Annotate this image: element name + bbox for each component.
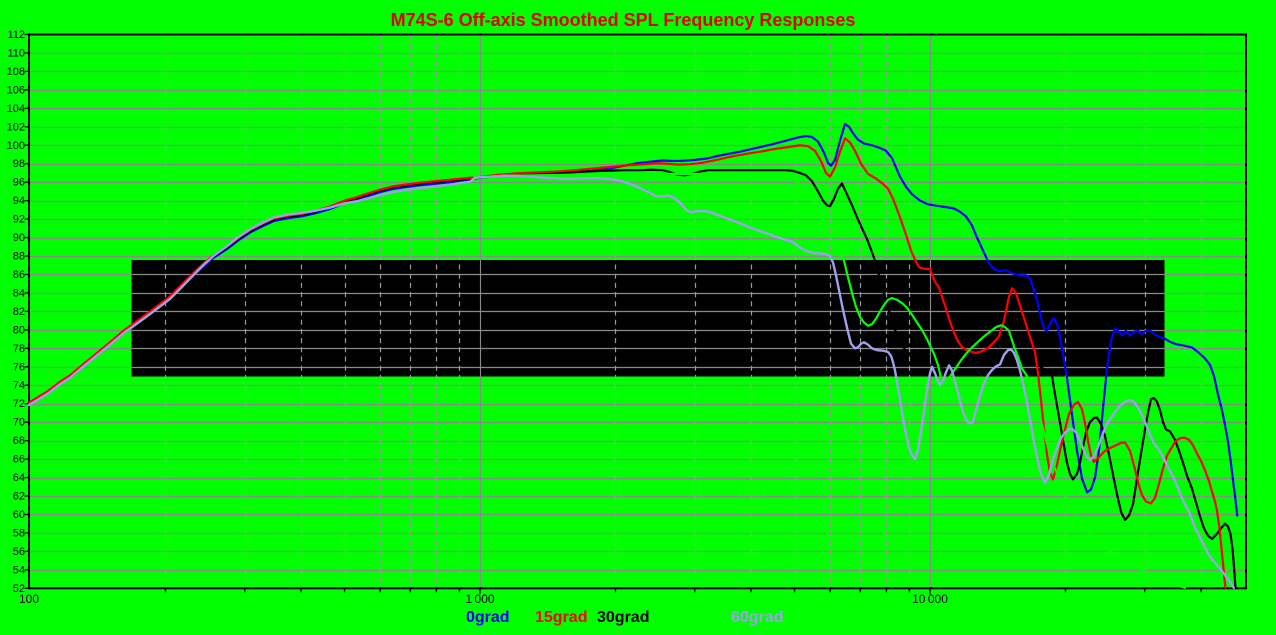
svg-text:30grad: 30grad [597,609,649,626]
svg-text:100: 100 [19,592,39,606]
svg-text:10 000: 10 000 [912,592,948,606]
svg-text:58: 58 [13,527,25,539]
svg-text:88: 88 [13,251,25,263]
svg-text:74: 74 [13,380,25,392]
svg-text:80: 80 [13,324,25,336]
svg-text:70: 70 [13,417,25,429]
svg-text:110: 110 [7,48,25,60]
svg-text:78: 78 [13,343,25,355]
svg-text:56: 56 [13,546,25,558]
svg-text:106: 106 [7,84,25,96]
svg-text:86: 86 [13,269,25,281]
svg-text:98: 98 [13,158,25,170]
svg-text:M74S-6 Off-axis Smoothed SPL F: M74S-6 Off-axis Smoothed SPL Frequency R… [391,10,856,30]
svg-text:102: 102 [7,121,25,133]
svg-text:112: 112 [7,29,25,41]
svg-text:66: 66 [13,454,25,466]
svg-text:96: 96 [13,177,25,189]
svg-text:0grad: 0grad [466,609,510,626]
svg-text:1 000: 1 000 [465,592,494,606]
svg-text:94: 94 [13,195,25,207]
svg-text:72: 72 [13,398,25,410]
svg-text:100: 100 [7,140,25,152]
svg-text:64: 64 [13,472,25,484]
svg-text:76: 76 [13,361,25,373]
svg-text:104: 104 [7,103,25,115]
svg-text:92: 92 [13,214,25,226]
svg-text:60: 60 [13,509,25,521]
svg-text:84: 84 [13,287,25,299]
svg-text:62: 62 [13,491,25,503]
svg-text:15grad: 15grad [535,609,587,626]
svg-text:52: 52 [13,583,25,595]
svg-text:68: 68 [13,435,25,447]
svg-text:60grad: 60grad [731,609,783,626]
svg-text:54: 54 [13,564,25,576]
svg-text:82: 82 [13,306,25,318]
svg-text:108: 108 [7,66,25,78]
svg-text:45grad: 45grad [663,609,715,626]
svg-text:90: 90 [13,232,25,244]
